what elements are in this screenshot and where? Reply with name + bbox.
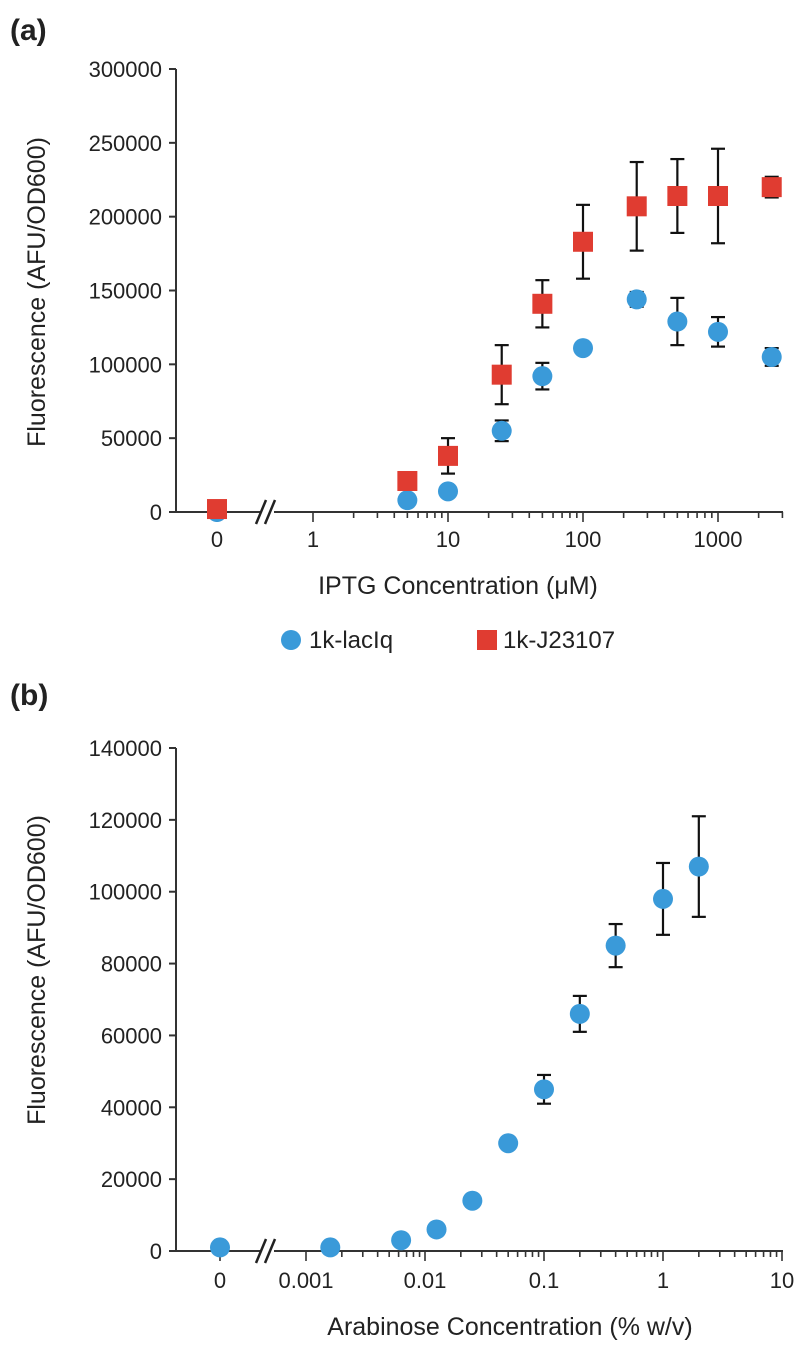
y-tick-label: 140000 [89,736,162,761]
axis-break-mark [263,499,277,525]
legend-marker-circle [281,630,301,650]
y-tick-label: 50000 [101,426,162,451]
data-point-circle [532,366,553,387]
y-tick-label: 100000 [89,880,162,905]
y-tick-label: 120000 [89,808,162,833]
y-tick-label: 40000 [101,1095,162,1120]
y-tick-label: 200000 [89,205,162,230]
data-point-circle [569,1003,590,1024]
data-point-circle [534,1079,554,1100]
data-point-circle [426,1219,447,1240]
y-tick-label: 60000 [101,1023,162,1048]
data-point-circle [708,321,728,342]
data-point-circle [653,888,673,909]
x-tick-label: 10 [770,1268,794,1293]
data-point-circle [391,1230,412,1251]
panel-a: (a) Fluorescence (AFU/OD600) IPTG Concen… [10,14,784,654]
y-tick-label: 100000 [89,352,162,377]
axis-break-mark [254,1238,268,1264]
x-tick-label: 1 [307,527,319,552]
y-tick-label: 300000 [89,57,162,82]
y-axis-title-a: Fluorescence (AFU/OD600) [23,137,51,447]
legend-marker-square [477,630,497,650]
x-tick-label: 1 [657,1268,669,1293]
data-point-square [438,445,458,466]
axis-break-mark [263,1238,277,1264]
y-tick-label: 150000 [89,279,162,304]
data-point-circle [667,311,688,332]
legend-label: 1k-J23107 [503,627,615,654]
data-point-circle [438,481,458,502]
data-point-circle [605,935,626,956]
data-point-circle [626,289,647,310]
y-tick-label: 0 [150,1239,162,1264]
x-axis-title-b: Arabinose Concentration (% w/v) [327,1313,692,1341]
x-tick-label: 0 [211,527,223,552]
data-point-square [626,196,647,217]
y-tick-label: 80000 [101,952,162,977]
x-tick-label: 0 [214,1268,226,1293]
data-point-square [532,293,553,314]
x-axis-title-a: IPTG Concentration (μM) [318,572,598,600]
data-point-circle [761,346,782,367]
x-tick-label: 10 [436,527,460,552]
x-tick-label: 0.01 [404,1268,447,1293]
x-tick-label: 1000 [694,527,743,552]
data-point-circle [491,420,512,441]
data-point-circle [462,1190,483,1211]
data-point-circle [320,1237,341,1258]
data-point-square [761,177,782,198]
data-point-square [397,470,418,491]
legend-label: 1k-lacIq [309,627,393,654]
data-point-circle [397,490,418,511]
y-tick-label: 250000 [89,131,162,156]
panel-b: (b) Fluorescence (AFU/OD600) Arabinose C… [10,679,794,1341]
x-tick-label: 0.1 [529,1268,560,1293]
x-tick-label: 0.001 [278,1268,333,1293]
data-point-square [573,231,593,252]
axis-break-mark [254,499,268,525]
panel-label-b: (b) [10,679,48,712]
data-point-circle [573,338,593,359]
x-tick-label: 100 [565,527,602,552]
data-point-square [207,499,227,520]
data-point-circle [498,1133,519,1154]
data-point-square [667,185,688,206]
data-point-square [708,185,728,206]
panel-label-a: (a) [10,14,47,47]
data-point-square [491,364,512,385]
y-tick-label: 20000 [101,1167,162,1192]
data-point-circle [210,1237,230,1258]
data-point-circle [688,856,709,877]
y-axis-title-b: Fluorescence (AFU/OD600) [23,815,51,1125]
y-tick-label: 0 [150,500,162,525]
